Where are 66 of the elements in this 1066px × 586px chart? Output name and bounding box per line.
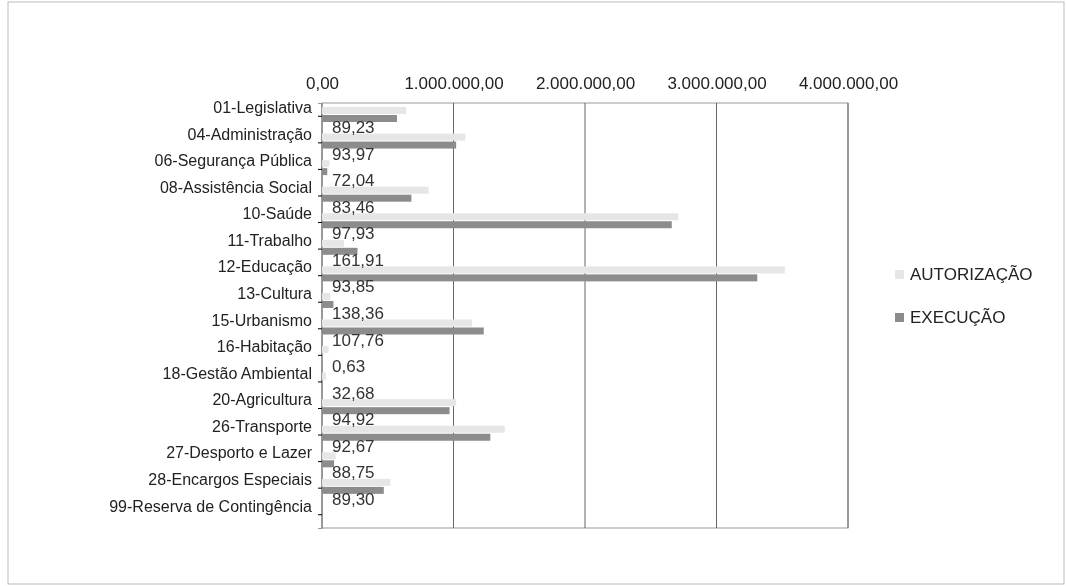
y-tick-label: 10-Saúde xyxy=(242,205,313,223)
y-tick-label: 15-Urbanismo xyxy=(211,311,313,329)
bar xyxy=(322,425,505,433)
annotation: 107,76 xyxy=(332,330,384,350)
y-tick-label: 06-Segurança Pública xyxy=(154,152,313,170)
annotation: 161,91 xyxy=(332,250,384,270)
annotation: 94,92 xyxy=(332,410,375,430)
annotation: 97,93 xyxy=(332,224,375,244)
annotation: 89,23 xyxy=(332,118,375,137)
bar xyxy=(322,239,344,247)
bar xyxy=(322,399,457,407)
bar xyxy=(322,346,329,354)
annotation: 138,36 xyxy=(332,303,384,323)
y-tick-label: 01-Legislativa xyxy=(213,99,313,117)
annotation: 93,97 xyxy=(332,144,375,164)
bar xyxy=(322,478,391,486)
y-tick-label: 27-Desporto e Lazer xyxy=(166,444,313,462)
x-tick-label: 4.000.000,00 xyxy=(798,74,899,93)
y-tick-label: 13-Cultura xyxy=(237,285,313,303)
bar xyxy=(322,300,334,308)
bar xyxy=(322,186,429,194)
bar xyxy=(322,407,450,415)
bar xyxy=(322,107,407,114)
bar xyxy=(322,160,330,168)
annotation: 32,68 xyxy=(332,383,375,403)
annotation: 92,67 xyxy=(332,436,375,456)
bar xyxy=(322,452,336,460)
bar xyxy=(322,168,328,176)
bar xyxy=(322,133,466,141)
bar xyxy=(322,433,491,441)
x-tick-label: 1.000.000,00 xyxy=(404,74,504,93)
y-tick-label: 99-Reserva de Contingência xyxy=(109,497,313,515)
bar xyxy=(322,247,358,255)
bar xyxy=(322,327,484,335)
annotation: 83,46 xyxy=(332,197,375,217)
bar xyxy=(322,141,457,149)
y-tick-label: 08-Assistência Social xyxy=(159,178,312,196)
legend-label: AUTORIZAÇÃO xyxy=(910,265,1033,284)
annotation: 93,85 xyxy=(332,277,375,297)
y-tick-label: 11-Trabalho xyxy=(227,231,313,249)
bar xyxy=(322,274,758,282)
x-tick-label: 3.000.000,00 xyxy=(667,74,767,93)
y-tick-label: 28-Encargos Especiais xyxy=(148,470,312,488)
bar xyxy=(322,292,331,300)
bar xyxy=(322,372,326,380)
y-tick-label: 04-Administração xyxy=(187,125,313,143)
bar xyxy=(322,319,472,327)
y-tick-label: 26-Transporte xyxy=(212,417,313,435)
annotation: 88,75 xyxy=(332,463,375,483)
x-tick-label: 2.000.000,00 xyxy=(535,74,636,93)
bar xyxy=(322,460,335,468)
y-tick-label: 12-Educação xyxy=(217,258,313,276)
bar xyxy=(322,194,412,202)
bar xyxy=(322,115,397,122)
y-tick-label: 20-Agricultura xyxy=(212,391,313,409)
legend-label: EXECUÇÃO xyxy=(910,308,1006,327)
y-tick-label: 18-Gestão Ambiental xyxy=(162,364,312,382)
annotation: 0,63 xyxy=(332,357,366,377)
annotation: 72,04 xyxy=(332,171,375,191)
bar xyxy=(322,213,679,221)
bar xyxy=(322,266,785,274)
bar xyxy=(322,486,384,494)
y-tick-label: 16-Habitação xyxy=(216,338,313,356)
bar xyxy=(322,221,672,229)
annotation: 89,30 xyxy=(332,489,375,509)
x-tick-label: 0,00 xyxy=(305,74,340,93)
